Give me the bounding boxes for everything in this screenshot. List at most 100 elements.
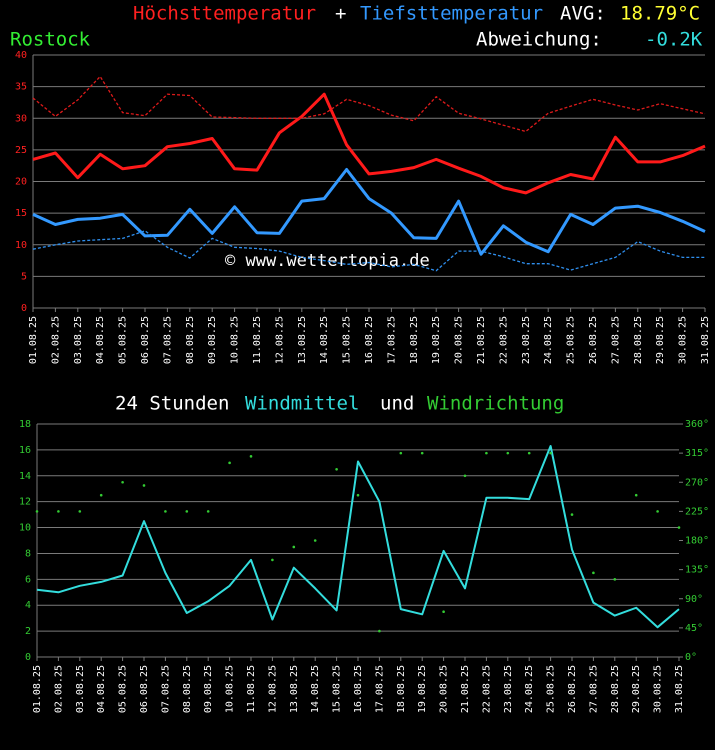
x-tick-label: 23.08.25 [521, 316, 532, 364]
direction-dot [335, 468, 338, 471]
y-tick-label: 12 [19, 497, 31, 508]
direction-dot [356, 493, 360, 497]
series-line [36, 445, 680, 629]
x-tick-label: 06.08.25 [140, 316, 151, 364]
direction-dot [656, 510, 659, 513]
direction-dot [549, 451, 552, 455]
y-tick-label: 18 [19, 419, 31, 430]
x-tick-label: 01.08.25 [32, 665, 43, 713]
y-tick-label: 0 [21, 303, 27, 314]
x-tick-label: 06.08.25 [139, 665, 150, 713]
x-tick-label: 18.08.25 [396, 665, 407, 713]
direction-dot [677, 526, 681, 529]
legend-min: Tiefsttemperatur [360, 3, 543, 25]
direction-dot [527, 451, 531, 455]
y-tick-label: 4 [25, 600, 31, 611]
direction-dot [164, 510, 167, 513]
series-line [32, 168, 706, 256]
x-tick-label: 21.08.25 [460, 665, 471, 713]
direction-dot [206, 510, 210, 513]
title-wind-dir: Windrichtung [427, 393, 564, 415]
x-tick-label: 18.08.25 [409, 316, 420, 364]
series-line [32, 92, 706, 195]
x-tick-label: 25.08.25 [546, 665, 557, 713]
direction-dot [442, 610, 445, 613]
x-tick-label: 14.08.25 [319, 316, 330, 364]
x-tick-label: 11.08.25 [252, 316, 263, 364]
title-join: und [380, 393, 414, 415]
x-tick-label: 21.08.25 [476, 316, 487, 364]
y2-tick-label: 180° [685, 536, 709, 547]
direction-dot [613, 578, 617, 581]
direction-dot [313, 539, 317, 542]
x-tick-label: 14.08.25 [310, 665, 321, 713]
x-tick-label: 27.08.25 [610, 316, 621, 364]
y-tick-label: 35 [15, 82, 27, 93]
x-tick-label: 08.08.25 [182, 665, 193, 713]
x-tick-label: 26.08.25 [567, 665, 578, 713]
x-tick-label: 10.08.25 [230, 316, 241, 364]
x-tick-label: 17.08.25 [386, 316, 397, 364]
x-tick-label: 03.08.25 [75, 665, 86, 713]
x-tick-label: 31.08.25 [674, 665, 685, 713]
x-tick-label: 09.08.25 [207, 316, 218, 364]
direction-dot [399, 451, 403, 455]
normal-line [32, 75, 706, 133]
title-wind-mean: Windmittel [245, 393, 359, 415]
y-tick-label: 16 [19, 445, 31, 456]
watermark: © www.wettertopia.de [225, 251, 430, 271]
x-tick-label: 15.08.25 [332, 665, 343, 713]
direction-dot [292, 545, 296, 549]
x-tick-label: 28.08.25 [633, 316, 644, 364]
x-tick-label: 13.08.25 [289, 665, 300, 713]
direction-dot [78, 510, 82, 513]
direction-dot [99, 493, 103, 497]
direction-dot [271, 558, 274, 562]
y-tick-label: 2 [25, 626, 31, 637]
x-tick-label: 25.08.25 [566, 316, 577, 364]
y2-tick-label: 270° [685, 477, 709, 488]
x-tick-label: 27.08.25 [588, 665, 599, 713]
x-tick-label: 04.08.25 [95, 316, 106, 364]
direction-dot [185, 510, 189, 513]
y2-tick-label: 0° [685, 652, 697, 663]
summary-label: AVG: [560, 3, 606, 25]
deviation-label: Abweichung: [476, 29, 602, 51]
x-tick-label: 16.08.25 [353, 665, 364, 713]
y-tick-label: 6 [25, 574, 31, 585]
y2-tick-label: 90° [685, 594, 703, 605]
direction-dot [121, 480, 124, 484]
direction-dot [378, 629, 381, 633]
y-tick-label: 14 [19, 471, 31, 482]
x-tick-label: 22.08.25 [481, 665, 492, 713]
x-tick-label: 15.08.25 [342, 316, 353, 364]
x-tick-label: 02.08.25 [53, 665, 64, 713]
x-tick-label: 19.08.25 [417, 665, 428, 713]
direction-dot [485, 451, 488, 455]
direction-dot [228, 461, 231, 465]
direction-dot [634, 493, 638, 497]
x-tick-label: 31.08.25 [700, 316, 711, 364]
x-tick-label: 24.08.25 [524, 665, 535, 713]
normal-line [32, 230, 705, 272]
x-tick-label: 26.08.25 [588, 316, 599, 364]
y2-tick-label: 225° [685, 506, 709, 517]
direction-dot [570, 513, 574, 516]
y-tick-label: 40 [15, 50, 27, 61]
x-tick-label: 03.08.25 [73, 316, 84, 364]
x-tick-label: 17.08.25 [374, 665, 385, 713]
direction-dot [142, 484, 146, 487]
x-tick-label: 12.08.25 [267, 665, 278, 713]
chart-title: 24 Stunden [115, 393, 229, 415]
x-tick-label: 09.08.25 [203, 665, 214, 713]
location: Rostock [10, 29, 91, 51]
y-tick-label: 20 [15, 177, 27, 188]
x-tick-label: 10.08.25 [225, 665, 236, 713]
y-tick-label: 25 [15, 145, 27, 156]
x-tick-label: 07.08.25 [162, 316, 173, 364]
x-tick-label: 29.08.25 [631, 665, 642, 713]
y2-tick-label: 360° [685, 419, 709, 430]
x-tick-label: 08.08.25 [185, 316, 196, 364]
